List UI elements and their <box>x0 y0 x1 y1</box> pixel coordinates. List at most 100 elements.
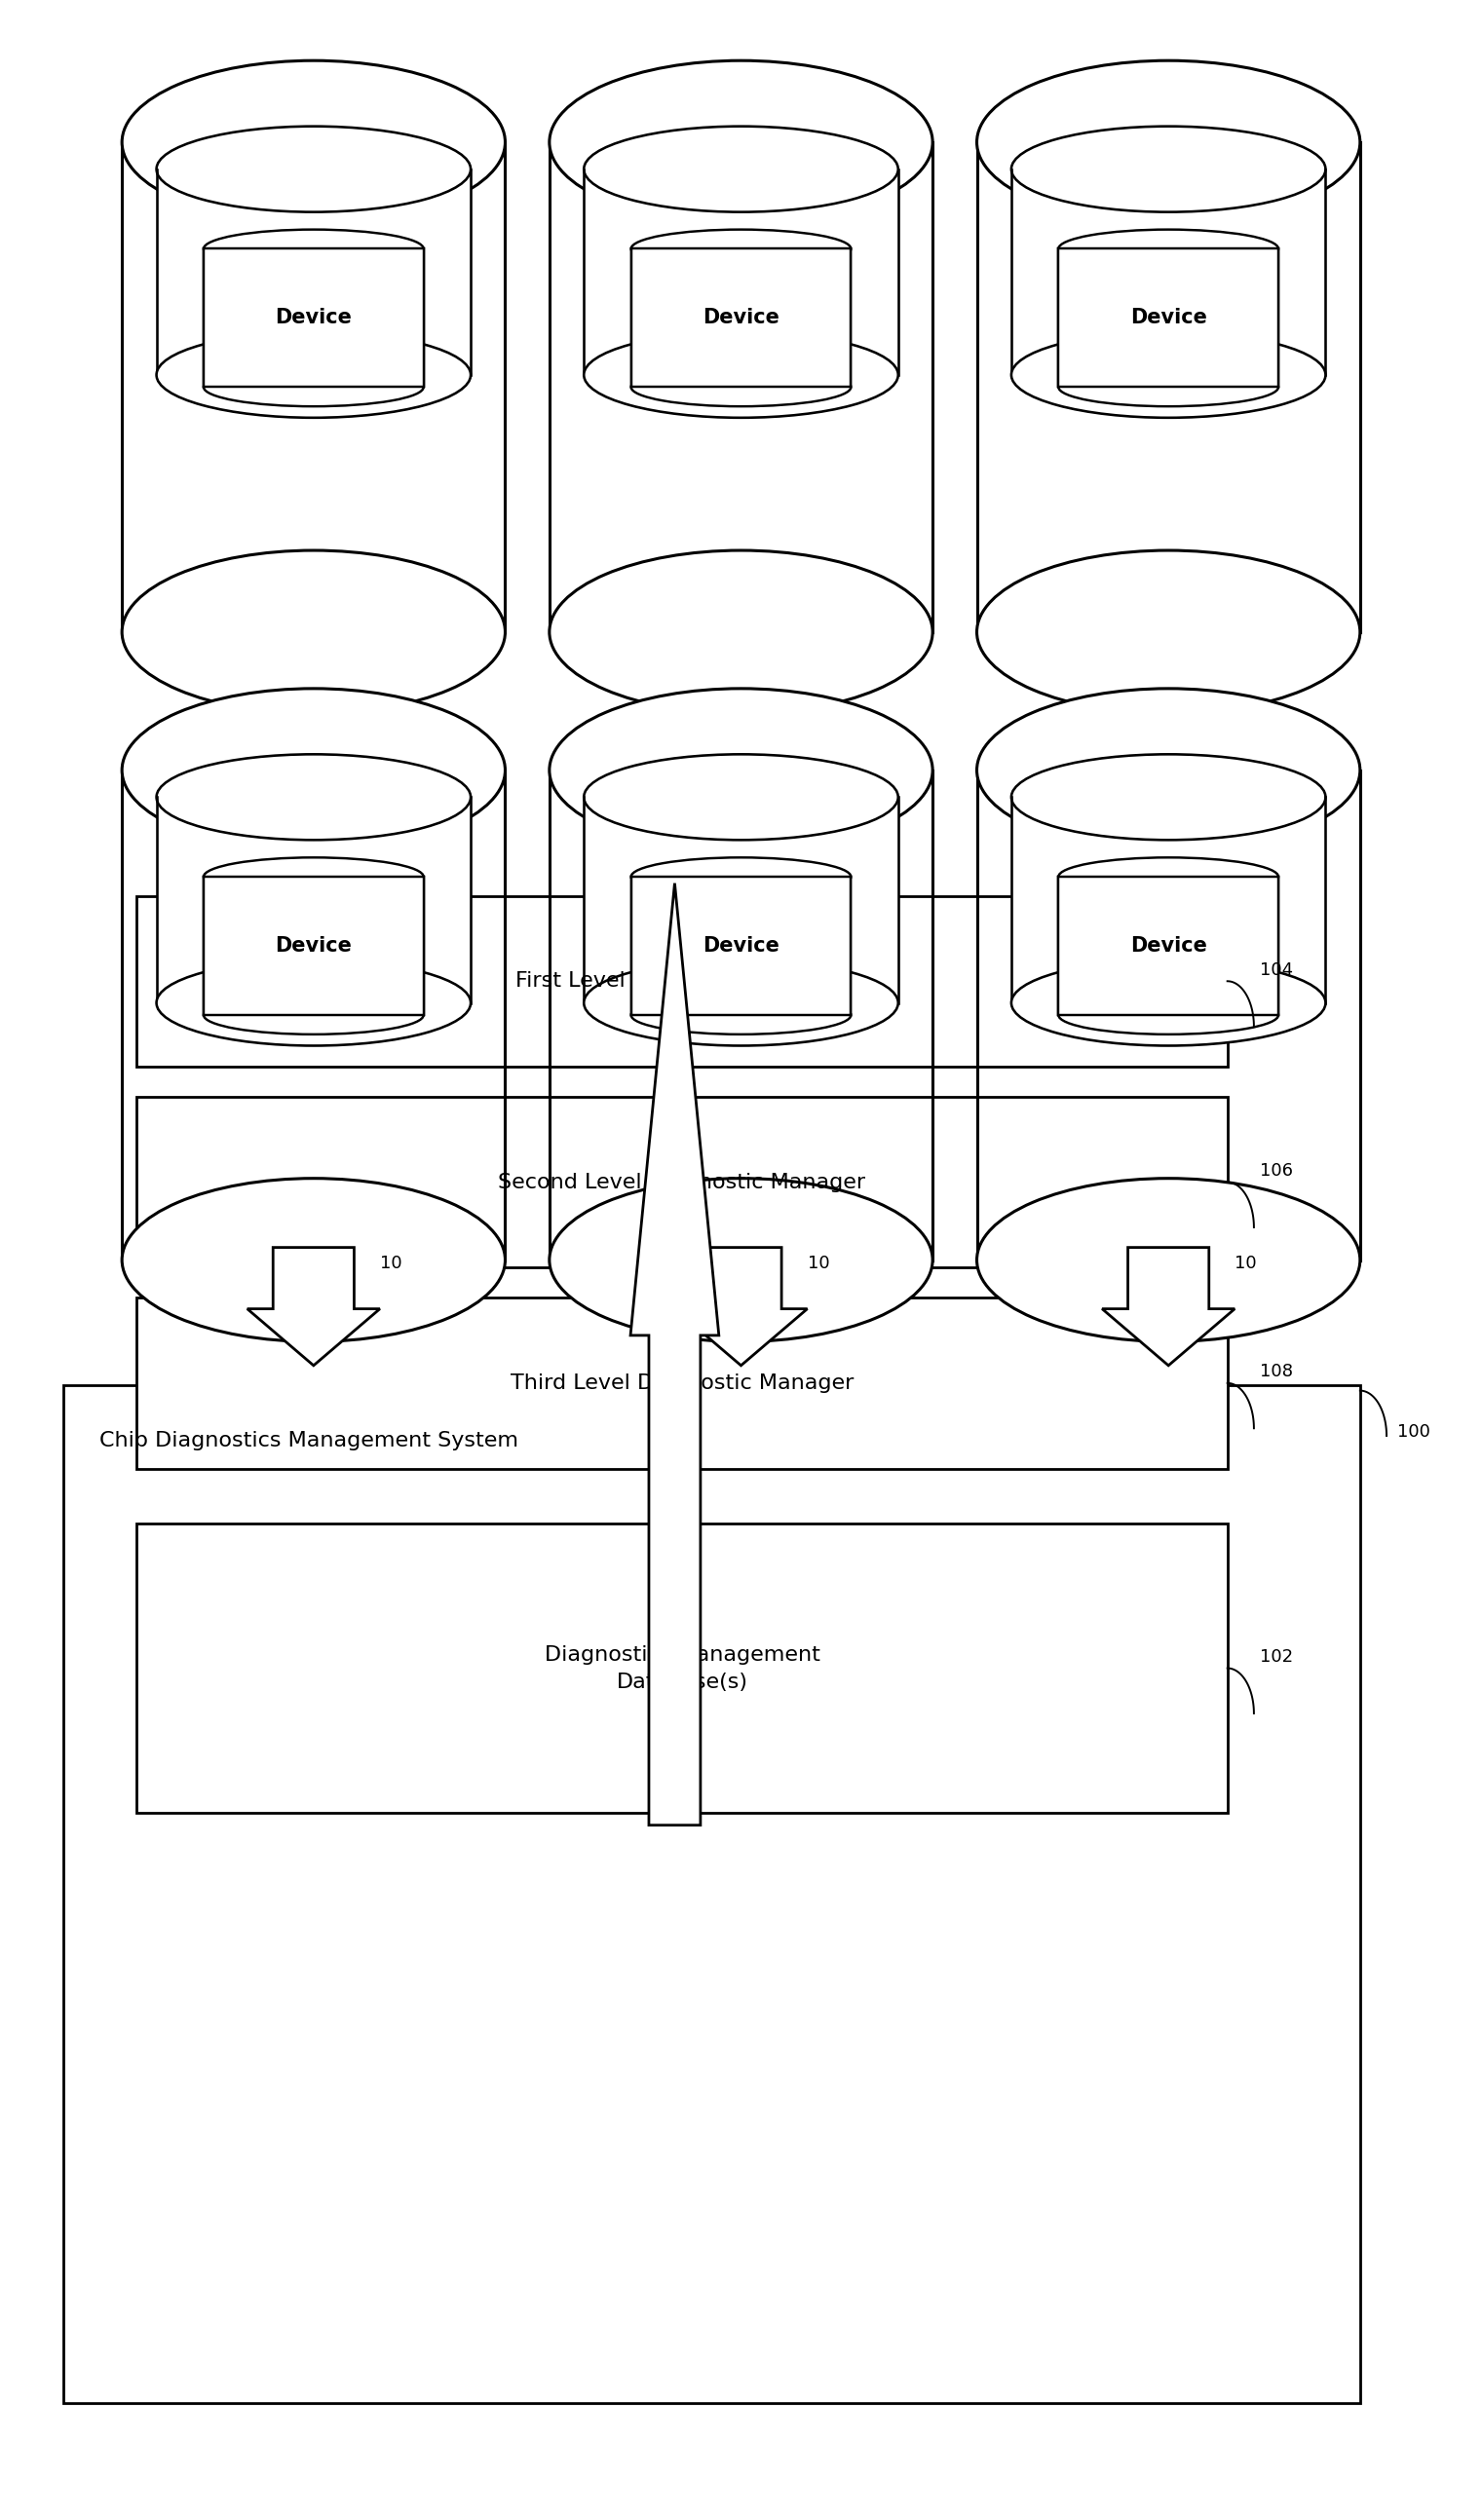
Ellipse shape <box>157 126 471 212</box>
Ellipse shape <box>1058 857 1279 897</box>
Bar <box>1011 169 1325 375</box>
Text: Device: Device <box>276 935 353 955</box>
Text: Device: Device <box>1129 935 1206 955</box>
Bar <box>631 249 851 388</box>
Ellipse shape <box>1011 126 1325 212</box>
Text: Wafer: Wafer <box>1129 242 1206 265</box>
Bar <box>136 895 1227 1066</box>
Text: Chip Diagnostics Management System: Chip Diagnostics Management System <box>99 1431 519 1452</box>
Ellipse shape <box>550 688 932 852</box>
Ellipse shape <box>631 229 851 267</box>
Ellipse shape <box>1058 229 1279 267</box>
Ellipse shape <box>157 333 471 418</box>
Polygon shape <box>247 1247 379 1366</box>
Bar <box>977 141 1360 633</box>
Bar <box>122 141 505 633</box>
Ellipse shape <box>203 368 424 406</box>
Text: Wafer: Wafer <box>702 869 780 895</box>
Text: Diagnostics Management
Database(s): Diagnostics Management Database(s) <box>544 1646 820 1691</box>
Ellipse shape <box>203 995 424 1033</box>
Ellipse shape <box>1058 995 1279 1033</box>
Ellipse shape <box>1011 960 1325 1046</box>
Polygon shape <box>674 1247 808 1366</box>
Ellipse shape <box>584 126 898 212</box>
Text: Second Level Diagnostic Manager: Second Level Diagnostic Manager <box>498 1172 865 1192</box>
Bar <box>584 169 898 375</box>
Ellipse shape <box>584 753 898 839</box>
Bar <box>631 877 851 1016</box>
Bar <box>1058 249 1279 388</box>
Ellipse shape <box>122 60 505 224</box>
Ellipse shape <box>550 1179 932 1341</box>
Ellipse shape <box>1011 753 1325 839</box>
Ellipse shape <box>584 960 898 1046</box>
Bar <box>1011 796 1325 1003</box>
Bar <box>157 796 471 1003</box>
Bar <box>631 249 851 388</box>
Bar <box>203 877 424 1016</box>
Text: 106: 106 <box>1260 1162 1292 1179</box>
Polygon shape <box>1103 1247 1235 1366</box>
Bar <box>1058 877 1279 1016</box>
Text: 10: 10 <box>379 1255 402 1273</box>
Bar <box>136 1096 1227 1268</box>
Text: Wafer: Wafer <box>276 869 353 895</box>
Text: Device: Device <box>276 307 353 328</box>
Ellipse shape <box>122 688 505 852</box>
Bar <box>157 169 471 375</box>
Bar <box>203 249 424 388</box>
Text: Lot: Lot <box>719 915 763 937</box>
Ellipse shape <box>977 549 1360 713</box>
Bar <box>64 1386 1360 2404</box>
Bar <box>122 771 505 1260</box>
Bar <box>136 1525 1227 1812</box>
Text: Lot: Lot <box>292 915 335 937</box>
Ellipse shape <box>631 368 851 406</box>
Text: Lot: Lot <box>1147 915 1190 937</box>
Text: Third Level Diagnostic Manager: Third Level Diagnostic Manager <box>510 1373 854 1394</box>
Polygon shape <box>630 882 719 1824</box>
Text: Lot: Lot <box>719 287 763 310</box>
Bar <box>1058 249 1279 388</box>
Text: Lot: Lot <box>292 287 335 310</box>
Text: Wafer: Wafer <box>276 242 353 265</box>
Ellipse shape <box>977 1179 1360 1341</box>
Ellipse shape <box>122 1179 505 1341</box>
Text: Wafer: Wafer <box>1129 869 1206 895</box>
Ellipse shape <box>157 753 471 839</box>
Text: Device: Device <box>1129 307 1206 328</box>
Bar <box>550 771 932 1260</box>
Bar <box>977 771 1360 1260</box>
Ellipse shape <box>122 549 505 713</box>
Ellipse shape <box>203 857 424 897</box>
Ellipse shape <box>157 960 471 1046</box>
Ellipse shape <box>1058 368 1279 406</box>
Text: 102: 102 <box>1260 1648 1294 1666</box>
Text: Device: Device <box>702 935 780 955</box>
Ellipse shape <box>977 688 1360 852</box>
Ellipse shape <box>631 857 851 897</box>
Bar <box>584 796 898 1003</box>
Text: First Level Diagnostic Manager: First Level Diagnostic Manager <box>516 970 849 990</box>
Text: 104: 104 <box>1260 960 1294 978</box>
Bar <box>550 141 932 633</box>
Text: 100: 100 <box>1398 1424 1430 1441</box>
Text: 10: 10 <box>1235 1255 1257 1273</box>
Ellipse shape <box>550 549 932 713</box>
Text: Lot: Lot <box>1147 287 1190 310</box>
Bar <box>136 1298 1227 1469</box>
Ellipse shape <box>977 60 1360 224</box>
Bar <box>203 877 424 1016</box>
Ellipse shape <box>550 60 932 224</box>
Ellipse shape <box>1011 333 1325 418</box>
Text: 10: 10 <box>808 1255 830 1273</box>
Text: Wafer: Wafer <box>702 242 780 265</box>
Ellipse shape <box>203 229 424 267</box>
Text: 108: 108 <box>1260 1363 1292 1381</box>
Text: Device: Device <box>702 307 780 328</box>
Ellipse shape <box>631 995 851 1033</box>
Bar <box>1058 877 1279 1016</box>
Bar <box>631 877 851 1016</box>
Bar <box>203 249 424 388</box>
Ellipse shape <box>584 333 898 418</box>
